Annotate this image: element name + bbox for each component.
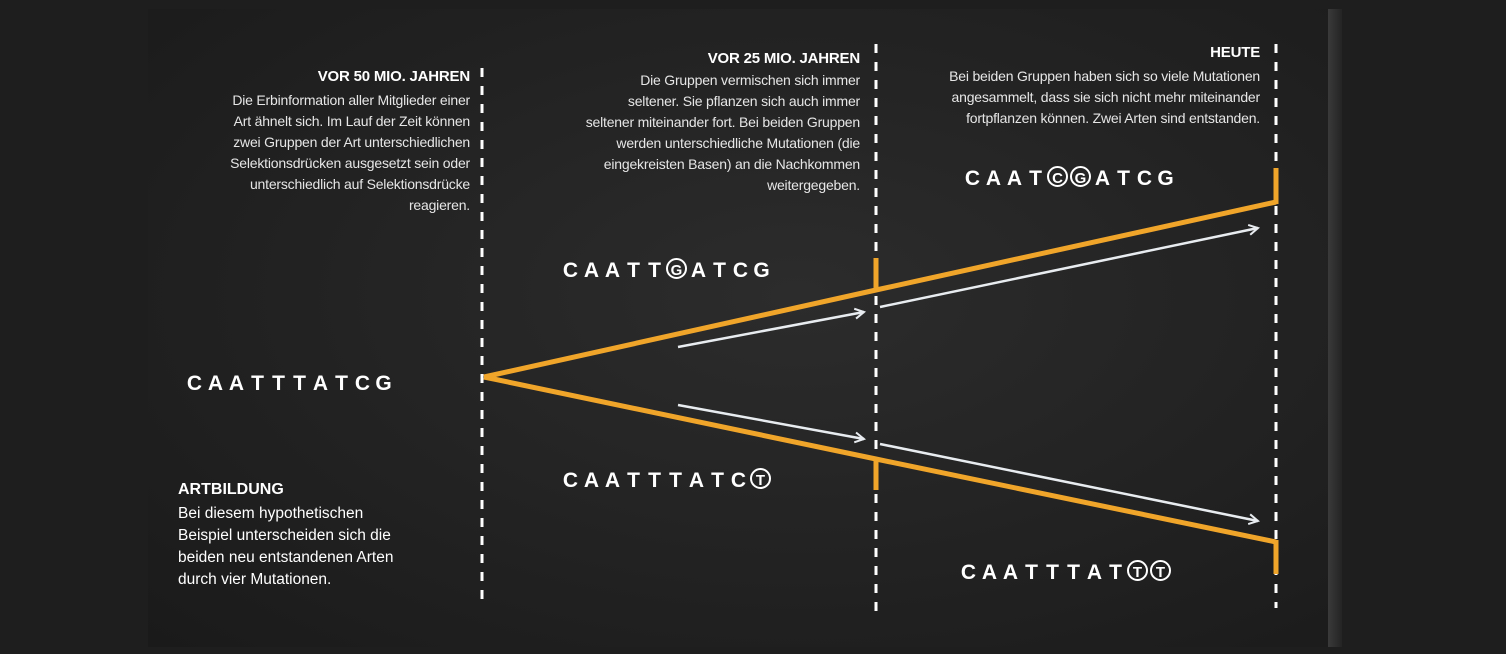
text-line: seltener. Sie pflanzen sich auch immer — [627, 93, 860, 109]
text-line: Selektionsdrücken ausgesetzt sein oder — [230, 155, 470, 171]
description-25mio: Die Gruppen vermischen sich immer selten… — [586, 70, 860, 196]
base: G — [753, 259, 770, 282]
base: T — [1046, 561, 1059, 584]
base: G — [375, 372, 392, 395]
base: C — [732, 259, 749, 282]
base: C — [960, 561, 977, 584]
base: C — [730, 469, 747, 492]
note-body: Bei diesem hypothetischen Beispiel unter… — [178, 503, 393, 591]
base: T — [711, 469, 724, 492]
base: A — [604, 469, 621, 492]
mutated-base: T — [1127, 560, 1148, 581]
lower-branch-line — [483, 374, 1277, 545]
base: T — [335, 372, 348, 395]
base: T — [627, 469, 640, 492]
upper-arrow-1 — [677, 312, 864, 349]
text-line: Art ähnelt sich. Im Lauf der Zeit können — [233, 113, 471, 129]
base: G — [1157, 167, 1174, 190]
base: A — [583, 469, 600, 492]
base: A — [690, 259, 707, 282]
text-line: beiden neu entstandenen Arten — [178, 549, 394, 566]
description-today: Bei beiden Gruppen haben sich so viele M… — [949, 66, 1260, 129]
base: A — [1006, 167, 1023, 190]
base: T — [1067, 561, 1080, 584]
heading-50mio: VOR 50 MIO. JAHREN — [317, 68, 470, 85]
heading-today: HEUTE — [1210, 44, 1260, 61]
base: T — [293, 372, 306, 395]
page-edge — [1328, 9, 1342, 647]
text-line: angesammelt, dass sie sich nicht mehr mi… — [951, 89, 1261, 105]
base: C — [1136, 167, 1153, 190]
base: T — [1109, 561, 1122, 584]
base: T — [648, 469, 661, 492]
base: A — [1002, 561, 1019, 584]
mutated-base: G — [666, 258, 687, 279]
base: T — [713, 259, 726, 282]
base: T — [1025, 561, 1038, 584]
text-line: werden unterschiedliche Mutationen (die — [616, 135, 860, 151]
upper-arrow-2 — [879, 228, 1258, 309]
mutated-base: C — [1047, 166, 1068, 187]
text-line: Bei beiden Gruppen haben sich so viele M… — [949, 68, 1260, 84]
text-line: durch vier Mutationen. — [178, 571, 332, 588]
base: A — [1094, 167, 1111, 190]
text-line: seltener miteinander fort. Bei beiden Gr… — [585, 114, 860, 130]
base: A — [1086, 561, 1103, 584]
base: A — [981, 561, 998, 584]
text-line: weitergegeben. — [767, 177, 860, 193]
mutated-base: T — [1150, 560, 1171, 581]
note-title: ARTBILDUNG — [178, 481, 284, 498]
text-line: Bei diesem hypothetischen — [178, 505, 364, 522]
base: T — [669, 469, 682, 492]
lower-arrow-2 — [879, 442, 1258, 521]
lower-arrow-1 — [677, 403, 864, 439]
base: C — [562, 259, 579, 282]
heading-25mio: VOR 25 MIO. JAHREN — [707, 50, 860, 67]
text-line: Die Erbinformation aller Mitglieder eine… — [232, 92, 470, 108]
text-line: eingekreisten Basen) an die Nachkommen — [603, 156, 860, 172]
mutated-base: T — [750, 468, 771, 489]
base: C — [186, 372, 203, 395]
base: T — [1117, 167, 1130, 190]
text-line: zwei Gruppen der Art unterschiedlichen — [233, 134, 470, 150]
text-line: unterschiedlich auf Selektionsdrücke — [249, 176, 470, 192]
base: C — [354, 372, 371, 395]
description-50mio: Die Erbinformation aller Mitglieder eine… — [230, 90, 470, 216]
base: C — [964, 167, 981, 190]
base: A — [985, 167, 1002, 190]
base: T — [272, 372, 285, 395]
base: T — [648, 259, 661, 282]
base: A — [688, 469, 705, 492]
text-line: reagieren. — [408, 197, 470, 213]
book-page-photo — [148, 9, 1328, 647]
base: T — [627, 259, 640, 282]
mutated-base: G — [1070, 166, 1091, 187]
base: C — [562, 469, 579, 492]
base: A — [207, 372, 224, 395]
base: A — [604, 259, 621, 282]
text-line: fortpflanzen können. Zwei Arten sind ent… — [966, 110, 1260, 126]
base: T — [251, 372, 264, 395]
base: A — [312, 372, 329, 395]
base: A — [583, 259, 600, 282]
text-line: Die Gruppen vermischen sich immer — [640, 72, 860, 88]
base: T — [1029, 167, 1042, 190]
base: A — [228, 372, 245, 395]
text-line: Beispiel unterscheiden sich die — [178, 527, 391, 544]
upper-branch-line — [483, 199, 1277, 380]
